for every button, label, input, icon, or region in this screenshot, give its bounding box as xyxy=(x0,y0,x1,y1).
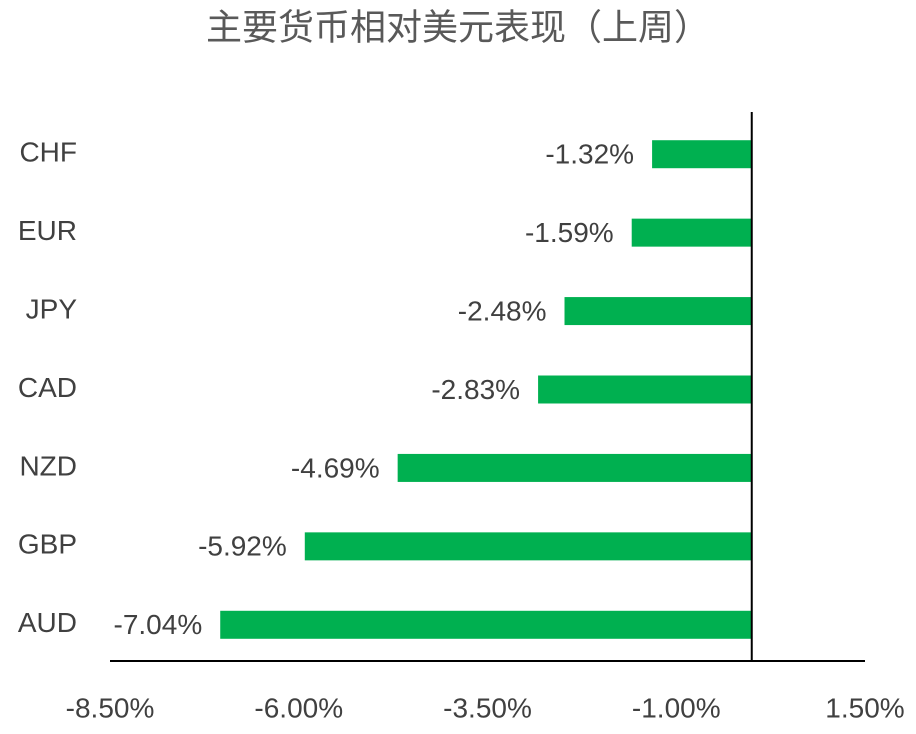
y-tick-label: CHF xyxy=(19,137,77,168)
bar xyxy=(564,297,752,326)
chart-title: 主要货币相对美元表现（上周） xyxy=(206,7,710,48)
y-tick-label: EUR xyxy=(18,215,77,246)
value-label: -5.92% xyxy=(198,531,287,562)
value-label: -1.59% xyxy=(525,217,614,248)
y-tick-label: CAD xyxy=(18,372,77,403)
x-tick-label: -6.00% xyxy=(254,692,343,723)
bar xyxy=(538,375,752,404)
value-label: -1.32% xyxy=(545,139,634,170)
x-tick-label: -8.50% xyxy=(66,692,155,723)
bar xyxy=(220,610,752,639)
bar xyxy=(304,532,752,561)
bar xyxy=(631,218,752,247)
bar xyxy=(652,140,752,169)
y-tick-label: AUD xyxy=(18,607,77,638)
bar xyxy=(397,453,752,482)
y-tick-label: GBP xyxy=(18,529,77,560)
x-tick-label: -3.50% xyxy=(443,692,532,723)
y-tick-label: JPY xyxy=(26,293,78,324)
x-tick-label: -1.00% xyxy=(632,692,721,723)
value-label: -2.48% xyxy=(458,295,547,326)
value-label: -7.04% xyxy=(114,609,203,640)
x-tick-label: 1.50% xyxy=(825,692,904,723)
y-tick-label: NZD xyxy=(19,450,77,481)
value-label: -2.83% xyxy=(431,374,520,405)
value-label: -4.69% xyxy=(291,452,380,483)
